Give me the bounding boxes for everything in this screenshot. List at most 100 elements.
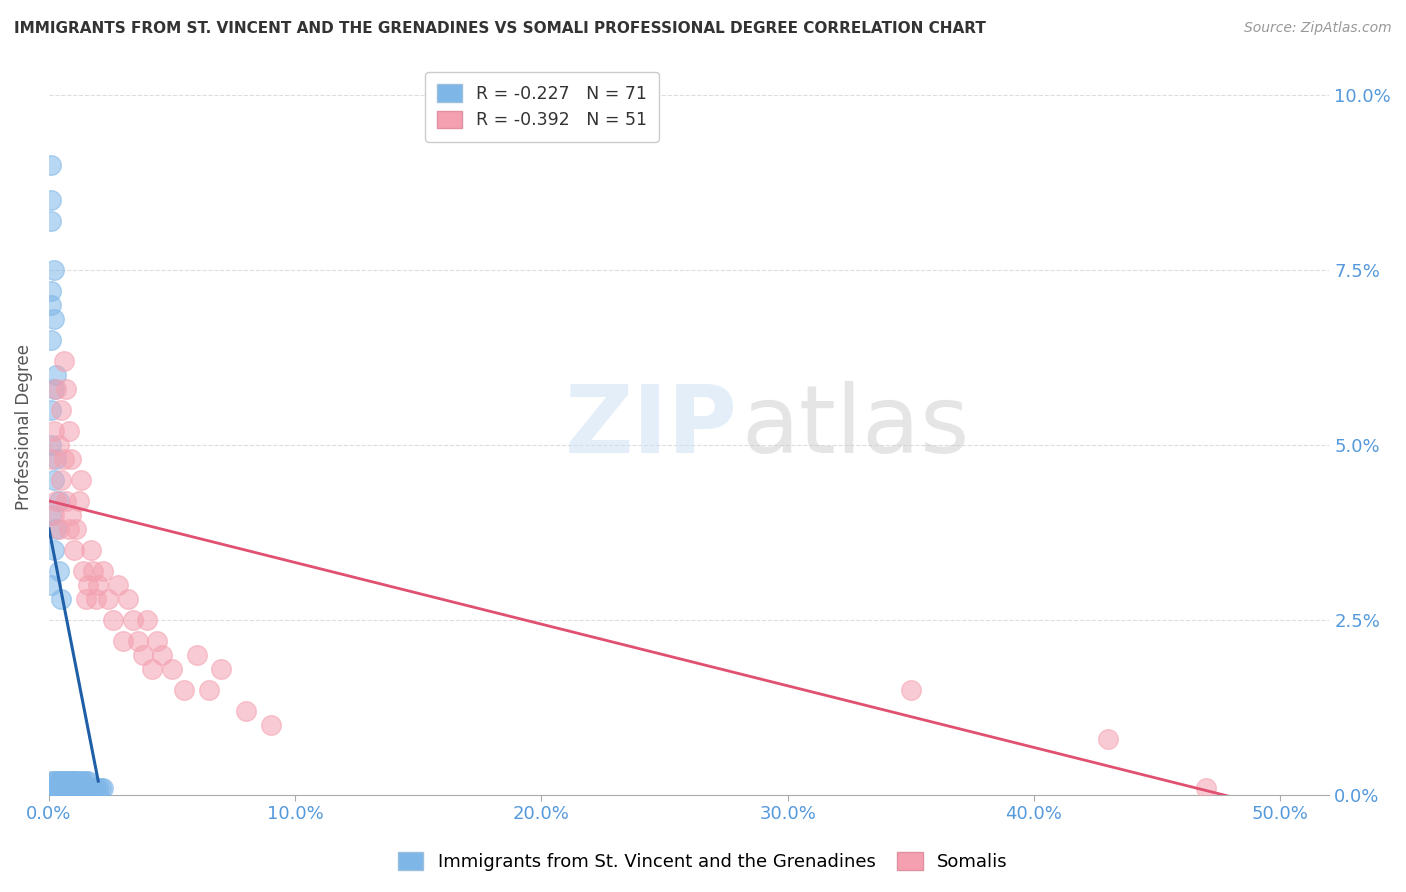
Text: IMMIGRANTS FROM ST. VINCENT AND THE GRENADINES VS SOMALI PROFESSIONAL DEGREE COR: IMMIGRANTS FROM ST. VINCENT AND THE GREN…: [14, 21, 986, 36]
Point: [52, 451, 75, 466]
Point: [42, 774, 65, 789]
Point: [48, 438, 70, 452]
Point: [62, 780, 84, 795]
Point: [52, 780, 75, 795]
Point: [259, 718, 281, 732]
Point: [62, 774, 84, 789]
Point: [90, 780, 112, 795]
Point: [52, 780, 75, 795]
Point: [65, 774, 87, 789]
Point: [80, 780, 103, 795]
Point: [41, 333, 63, 347]
Point: [58, 424, 80, 438]
Point: [42, 780, 65, 795]
Point: [48, 774, 70, 789]
Point: [51, 774, 73, 789]
Point: [1195, 780, 1218, 795]
Point: [65, 522, 87, 536]
Point: [62, 774, 84, 789]
Point: [52, 774, 75, 789]
Point: [60, 774, 83, 789]
Point: [48, 564, 70, 578]
Point: [80, 542, 103, 557]
Point: [55, 382, 77, 396]
Point: [60, 780, 83, 795]
Point: [42, 262, 65, 277]
Point: [72, 780, 94, 795]
Point: [117, 591, 139, 606]
Point: [235, 704, 257, 718]
Point: [52, 353, 75, 368]
Point: [41, 774, 63, 789]
Point: [55, 780, 77, 795]
Point: [77, 774, 100, 789]
Point: [42, 424, 65, 438]
Point: [101, 613, 124, 627]
Point: [45, 522, 67, 536]
Point: [41, 158, 63, 172]
Point: [58, 774, 80, 789]
Point: [70, 774, 93, 789]
Point: [41, 213, 63, 227]
Point: [41, 508, 63, 522]
Legend: Immigrants from St. Vincent and the Grenadines, Somalis: Immigrants from St. Vincent and the Gren…: [391, 845, 1015, 879]
Point: [900, 683, 922, 698]
Point: [42, 311, 65, 326]
Point: [51, 402, 73, 417]
Point: [41, 193, 63, 207]
Point: [48, 494, 70, 508]
Point: [150, 648, 173, 662]
Point: [51, 780, 73, 795]
Point: [87, 578, 110, 592]
Point: [82, 564, 104, 578]
Point: [67, 780, 90, 795]
Point: [91, 780, 114, 795]
Point: [42, 382, 65, 396]
Point: [75, 591, 97, 606]
Point: [42, 780, 65, 795]
Point: [72, 774, 94, 789]
Point: [60, 451, 83, 466]
Point: [75, 780, 97, 795]
Point: [75, 774, 97, 789]
Point: [141, 662, 163, 676]
Point: [173, 683, 195, 698]
Point: [41, 402, 63, 417]
Point: [131, 648, 153, 662]
Point: [1097, 732, 1119, 747]
Point: [60, 780, 83, 795]
Point: [42, 542, 65, 557]
Legend: R = -0.227   N = 71, R = -0.392   N = 51: R = -0.227 N = 71, R = -0.392 N = 51: [425, 72, 658, 142]
Text: Source: ZipAtlas.com: Source: ZipAtlas.com: [1244, 21, 1392, 35]
Point: [41, 780, 63, 795]
Point: [58, 522, 80, 536]
Point: [60, 508, 83, 522]
Point: [55, 774, 77, 789]
Point: [209, 662, 232, 676]
Point: [45, 494, 67, 508]
Point: [97, 591, 120, 606]
Point: [67, 494, 90, 508]
Point: [91, 564, 114, 578]
Point: [146, 634, 169, 648]
Point: [77, 578, 100, 592]
Point: [41, 578, 63, 592]
Point: [111, 634, 134, 648]
Point: [160, 662, 183, 676]
Text: ZIP: ZIP: [564, 382, 737, 474]
Point: [41, 780, 63, 795]
Point: [45, 368, 67, 382]
Point: [55, 494, 77, 508]
Point: [41, 451, 63, 466]
Point: [45, 451, 67, 466]
Point: [58, 780, 80, 795]
Point: [70, 473, 93, 487]
Text: atlas: atlas: [741, 382, 970, 474]
Point: [48, 780, 70, 795]
Point: [45, 382, 67, 396]
Point: [45, 774, 67, 789]
Point: [41, 298, 63, 312]
Point: [62, 542, 84, 557]
Point: [198, 683, 221, 698]
Point: [136, 613, 159, 627]
